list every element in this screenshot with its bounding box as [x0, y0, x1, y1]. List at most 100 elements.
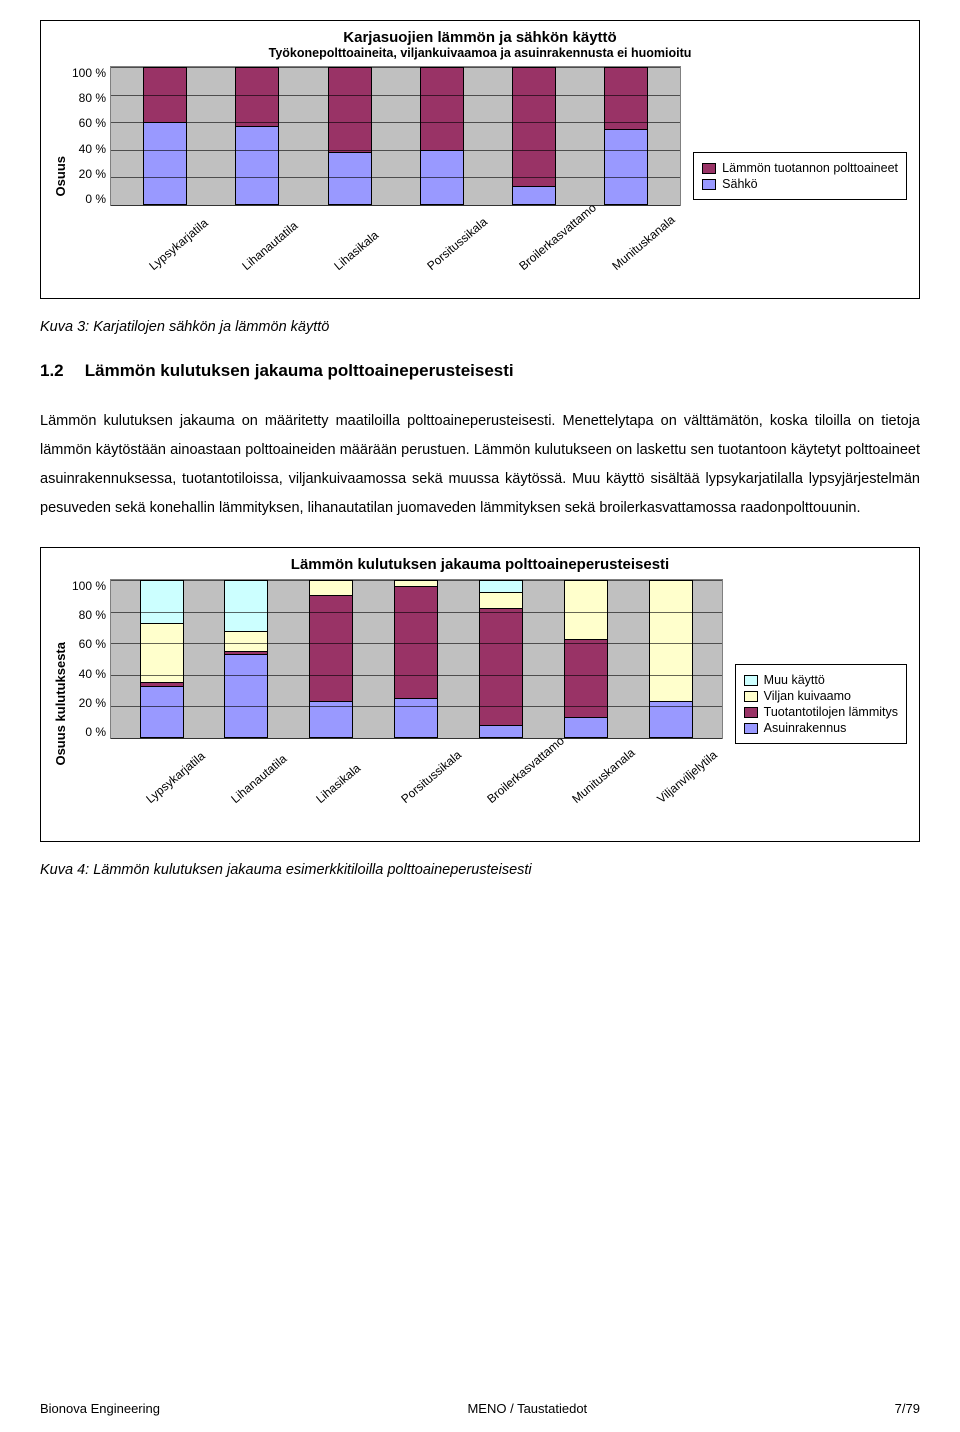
- legend-swatch: [702, 179, 716, 190]
- figure4-caption: Kuva 4: Lämmön kulutuksen jakauma esimer…: [40, 862, 920, 878]
- bar-segment: [565, 717, 607, 737]
- chart2-plotwrap: LypsykarjatilaLihanautatilaLihasikalaPor…: [110, 579, 723, 829]
- bar: [479, 580, 523, 738]
- bar-segment: [141, 623, 183, 682]
- bar: [420, 67, 464, 205]
- bar-segment: [565, 639, 607, 717]
- legend-label: Sähkö: [722, 177, 757, 191]
- chart2-yaxis: 100 % 80 % 60 % 40 % 20 % 0 %: [72, 579, 110, 739]
- ytick-label: 40 %: [72, 142, 106, 156]
- footer-center: MENO / Taustatiedot: [467, 1401, 587, 1416]
- chart1-yaxis: 100 %80 %60 %40 %20 %0 %: [72, 66, 110, 206]
- legend-label: Viljan kuivaamo: [764, 689, 851, 703]
- ytick-label: 20 %: [72, 696, 106, 710]
- ytick-label: 0 %: [72, 192, 106, 206]
- bar-segment: [395, 586, 437, 698]
- bar-segment: [236, 68, 278, 126]
- footer-right: 7/79: [895, 1401, 920, 1416]
- legend-swatch: [744, 675, 758, 686]
- xtick-label: Lihanautatila: [228, 767, 317, 861]
- bar-segment: [236, 126, 278, 204]
- legend-label: Muu käyttö: [764, 673, 825, 687]
- chart1-xlabels: LypsykarjatilaLihanautatilaLihasikalaPor…: [110, 210, 681, 286]
- bar: [235, 67, 279, 205]
- legend-label: Tuotantotilojen lämmitys: [764, 705, 898, 719]
- bar: [512, 67, 556, 205]
- xtick-label: Lihanautatila: [239, 234, 322, 321]
- bar: [604, 67, 648, 205]
- bar: [649, 580, 693, 738]
- chart2-container: Lämmön kulutuksen jakauma polttoaineperu…: [40, 547, 920, 842]
- bar-segment: [225, 654, 267, 737]
- xtick-label: Viljanviljelytila: [654, 767, 743, 861]
- ytick-label: 40 %: [72, 667, 106, 681]
- bar: [328, 67, 372, 205]
- xtick-label: Broilerkasvattamo: [484, 767, 573, 861]
- bar-segment: [513, 186, 555, 204]
- bar-segment: [329, 68, 371, 152]
- bar: [140, 580, 184, 738]
- bar-segment: [513, 68, 555, 186]
- section-title: Lämmön kulutuksen jakauma polttoaineperu…: [85, 361, 514, 380]
- legend-swatch: [744, 691, 758, 702]
- bar: [394, 580, 438, 738]
- gridline: [111, 67, 680, 68]
- section-num: 1.2: [40, 361, 80, 381]
- section-heading: 1.2 Lämmön kulutuksen jakauma polttoaine…: [40, 361, 920, 381]
- xtick-label: Lihasikala: [313, 767, 402, 861]
- footer-left: Bionova Engineering: [40, 1401, 160, 1416]
- bar-segment: [310, 581, 352, 595]
- chart1-bars: [111, 67, 680, 205]
- gridline: [111, 95, 680, 96]
- bar: [143, 67, 187, 205]
- legend-item: Sähkö: [702, 177, 898, 191]
- ytick-label: 60 %: [72, 116, 106, 130]
- chart1-body: Osuus 100 %80 %60 %40 %20 %0 % Lypsykarj…: [53, 66, 907, 286]
- bar-segment: [605, 129, 647, 204]
- bar-segment: [421, 68, 463, 150]
- ytick-label: 20 %: [72, 167, 106, 181]
- bar-segment: [141, 581, 183, 623]
- gridline: [111, 150, 680, 151]
- chart2-title: Lämmön kulutuksen jakauma polttoaineperu…: [53, 556, 907, 573]
- xtick-label: Munituskanala: [569, 767, 658, 861]
- ytick-label: 0 %: [72, 725, 106, 739]
- chart2-xlabels: LypsykarjatilaLihanautatilaLihasikalaPor…: [110, 743, 723, 829]
- chart2-bars: [111, 580, 722, 738]
- legend-item: Tuotantotilojen lämmitys: [744, 705, 898, 719]
- gridline: [111, 612, 722, 613]
- bar-segment: [650, 581, 692, 701]
- figure3-caption: Kuva 3: Karjatilojen sähkön ja lämmön kä…: [40, 319, 920, 335]
- bar-segment: [144, 122, 186, 204]
- xtick-label: Lihasikala: [332, 234, 415, 321]
- legend-label: Asuinrakennus: [764, 721, 847, 735]
- xtick-label: Porsitussikala: [424, 234, 507, 321]
- gridline: [111, 580, 722, 581]
- gridline: [111, 675, 722, 676]
- bar: [564, 580, 608, 738]
- chart1-plot: [110, 66, 681, 206]
- xtick-label: Porsitussikala: [399, 767, 488, 861]
- xtick-label: Lypsykarjatila: [143, 767, 232, 861]
- chart2-yticks: 100 % 80 % 60 % 40 % 20 % 0 %: [72, 579, 110, 739]
- gridline: [111, 738, 722, 739]
- chart1-ylabel: Osuus: [53, 156, 68, 196]
- bar: [224, 580, 268, 738]
- bar-segment: [225, 581, 267, 631]
- legend-swatch: [744, 723, 758, 734]
- legend-swatch: [702, 163, 716, 174]
- ytick-label: 60 %: [72, 637, 106, 651]
- legend-item: Asuinrakennus: [744, 721, 898, 735]
- bar-segment: [141, 686, 183, 737]
- bar: [309, 580, 353, 738]
- ytick-label: 100 %: [72, 579, 106, 593]
- chart1-legend: Lämmön tuotannon polttoaineetSähkö: [693, 152, 907, 200]
- gridline: [111, 122, 680, 123]
- legend-swatch: [744, 707, 758, 718]
- ytick-label: 80 %: [72, 608, 106, 622]
- chart2-plot: [110, 579, 723, 739]
- chart1-subtitle: Työkonepolttoaineita, viljankuivaamoa ja…: [53, 46, 907, 60]
- page-footer: Bionova Engineering MENO / Taustatiedot …: [40, 1401, 920, 1416]
- bar-segment: [480, 581, 522, 592]
- bar-segment: [395, 698, 437, 737]
